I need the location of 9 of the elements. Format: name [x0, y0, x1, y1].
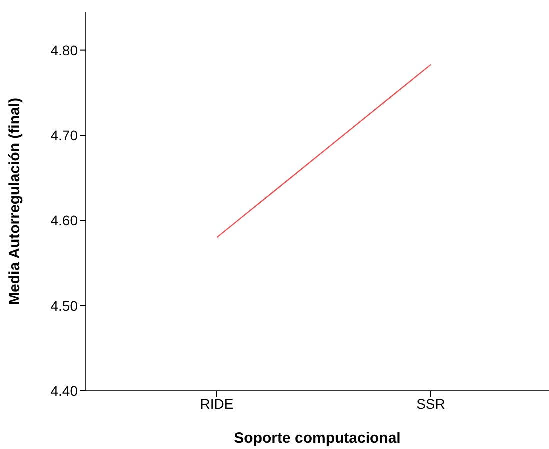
- y-tick-label: 4.70: [50, 127, 78, 144]
- y-tick-label: 4.50: [50, 298, 78, 314]
- y-tick-label: 4.60: [50, 212, 78, 229]
- y-tick-label: 4.40: [50, 382, 78, 399]
- y-axis-title: Media Autorregulación (final): [6, 98, 24, 305]
- y-tick-label: 4.80: [50, 42, 78, 58]
- x-tick-label: SSR: [416, 396, 446, 412]
- x-axis-title: Soporte computacional: [234, 430, 401, 447]
- x-tick-label: RIDE: [200, 396, 234, 412]
